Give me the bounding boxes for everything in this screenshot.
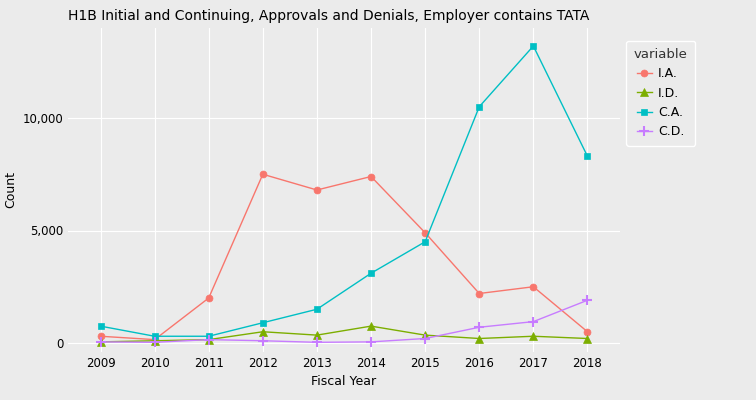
I.D. bbox=[96, 340, 105, 344]
C.A. bbox=[367, 271, 376, 276]
I.A. bbox=[96, 334, 105, 339]
C.A. bbox=[204, 334, 213, 339]
C.A. bbox=[420, 239, 429, 244]
Line: C.D.: C.D. bbox=[96, 295, 592, 347]
C.A. bbox=[475, 104, 484, 109]
Line: I.A.: I.A. bbox=[97, 171, 591, 343]
C.A. bbox=[528, 44, 538, 48]
I.A. bbox=[528, 284, 538, 289]
X-axis label: Fiscal Year: Fiscal Year bbox=[311, 376, 376, 388]
C.A. bbox=[312, 307, 321, 312]
C.A. bbox=[150, 334, 160, 339]
Legend: I.A., I.D., C.A., C.D.: I.A., I.D., C.A., C.D. bbox=[626, 41, 695, 146]
Line: C.A.: C.A. bbox=[97, 42, 591, 340]
Line: I.D.: I.D. bbox=[96, 322, 592, 346]
I.D. bbox=[367, 324, 376, 328]
C.A. bbox=[96, 324, 105, 328]
I.D. bbox=[420, 333, 429, 338]
I.D. bbox=[259, 329, 268, 334]
C.D. bbox=[96, 340, 105, 344]
I.D. bbox=[204, 337, 213, 342]
I.A. bbox=[583, 329, 592, 334]
C.D. bbox=[528, 319, 538, 324]
I.A. bbox=[259, 172, 268, 177]
Y-axis label: Count: Count bbox=[4, 172, 17, 208]
I.D. bbox=[583, 336, 592, 341]
I.A. bbox=[475, 291, 484, 296]
C.A. bbox=[583, 154, 592, 159]
C.A. bbox=[259, 320, 268, 325]
C.D. bbox=[475, 325, 484, 330]
C.D. bbox=[583, 298, 592, 303]
I.A. bbox=[312, 188, 321, 192]
Text: H1B Initial and Continuing, Approvals and Denials, Employer contains TATA: H1B Initial and Continuing, Approvals an… bbox=[68, 9, 590, 23]
I.D. bbox=[528, 334, 538, 339]
I.A. bbox=[150, 337, 160, 342]
C.D. bbox=[420, 336, 429, 341]
I.D. bbox=[475, 336, 484, 341]
C.D. bbox=[204, 337, 213, 342]
I.D. bbox=[150, 338, 160, 343]
C.D. bbox=[259, 338, 268, 343]
I.A. bbox=[367, 174, 376, 179]
C.D. bbox=[150, 340, 160, 345]
I.D. bbox=[312, 333, 321, 338]
I.A. bbox=[420, 230, 429, 235]
I.A. bbox=[204, 296, 213, 300]
C.D. bbox=[367, 340, 376, 344]
C.D. bbox=[312, 340, 321, 345]
